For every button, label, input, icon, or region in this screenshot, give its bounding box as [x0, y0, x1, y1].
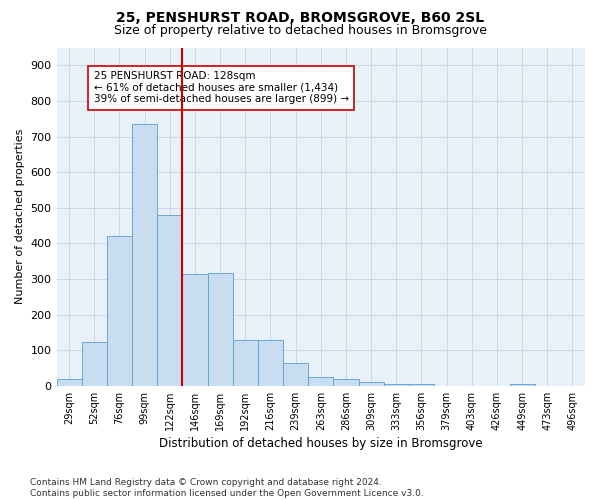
Bar [409, 384, 434, 386]
Bar [359, 382, 383, 386]
Bar [82, 342, 107, 386]
Bar [157, 215, 182, 386]
Bar [283, 362, 308, 386]
Bar [308, 377, 334, 386]
Bar [509, 384, 535, 386]
Text: Size of property relative to detached houses in Bromsgrove: Size of property relative to detached ho… [113, 24, 487, 37]
Bar [334, 378, 359, 386]
Text: Contains HM Land Registry data © Crown copyright and database right 2024.
Contai: Contains HM Land Registry data © Crown c… [30, 478, 424, 498]
Bar [233, 340, 258, 386]
X-axis label: Distribution of detached houses by size in Bromsgrove: Distribution of detached houses by size … [159, 437, 482, 450]
Bar [383, 384, 409, 386]
Bar [208, 274, 233, 386]
Y-axis label: Number of detached properties: Number of detached properties [15, 129, 25, 304]
Text: 25 PENSHURST ROAD: 128sqm
← 61% of detached houses are smaller (1,434)
39% of se: 25 PENSHURST ROAD: 128sqm ← 61% of detac… [94, 71, 349, 104]
Bar [182, 274, 208, 386]
Bar [107, 236, 132, 386]
Bar [56, 378, 82, 386]
Bar [132, 124, 157, 386]
Bar [258, 340, 283, 386]
Text: 25, PENSHURST ROAD, BROMSGROVE, B60 2SL: 25, PENSHURST ROAD, BROMSGROVE, B60 2SL [116, 12, 484, 26]
